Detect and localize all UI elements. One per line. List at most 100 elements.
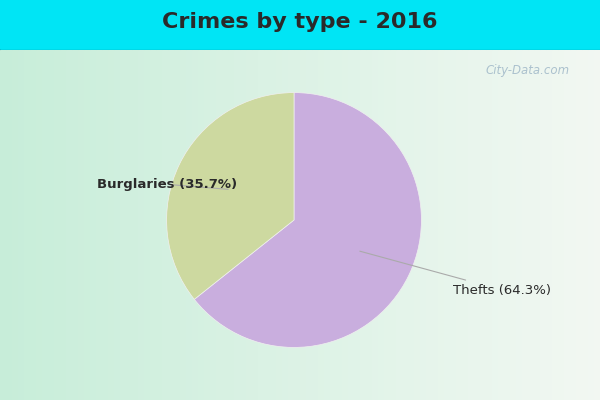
Bar <box>552 50 558 400</box>
Bar <box>540 50 546 400</box>
Bar <box>486 50 492 400</box>
Bar <box>564 50 570 400</box>
Text: City-Data.com: City-Data.com <box>486 64 570 77</box>
Bar <box>228 50 234 400</box>
Bar <box>216 50 222 400</box>
Bar <box>276 50 282 400</box>
Bar <box>594 50 600 400</box>
Bar <box>126 50 132 400</box>
Bar <box>72 50 78 400</box>
Bar <box>432 50 438 400</box>
Bar <box>528 50 534 400</box>
Bar <box>36 50 42 400</box>
Bar <box>522 50 528 400</box>
Bar <box>498 50 504 400</box>
Bar <box>192 50 198 400</box>
Bar <box>534 50 540 400</box>
Bar <box>504 50 510 400</box>
Text: Thefts (64.3%): Thefts (64.3%) <box>360 251 551 296</box>
Bar <box>108 50 114 400</box>
Bar <box>426 50 432 400</box>
Bar <box>558 50 564 400</box>
Bar <box>42 50 48 400</box>
Bar <box>330 50 336 400</box>
Bar <box>492 50 498 400</box>
Bar <box>270 50 276 400</box>
Bar <box>318 50 324 400</box>
Wedge shape <box>167 92 294 299</box>
Bar <box>456 50 462 400</box>
Bar <box>204 50 210 400</box>
Bar <box>390 50 396 400</box>
Bar <box>324 50 330 400</box>
Bar <box>120 50 126 400</box>
Bar <box>174 50 180 400</box>
Bar <box>414 50 420 400</box>
Bar <box>66 50 72 400</box>
Bar <box>354 50 360 400</box>
Bar <box>60 50 66 400</box>
Bar <box>180 50 186 400</box>
Bar <box>0 50 6 400</box>
Bar <box>258 50 264 400</box>
Bar <box>510 50 516 400</box>
Bar <box>582 50 588 400</box>
Bar <box>18 50 24 400</box>
Bar <box>570 50 576 400</box>
Bar <box>450 50 456 400</box>
Bar <box>396 50 402 400</box>
Bar <box>420 50 426 400</box>
Bar <box>132 50 138 400</box>
Bar <box>240 50 246 400</box>
Bar <box>252 50 258 400</box>
Text: Crimes by type - 2016: Crimes by type - 2016 <box>162 12 438 32</box>
Bar <box>288 50 294 400</box>
Bar <box>438 50 444 400</box>
Bar <box>408 50 414 400</box>
Bar <box>444 50 450 400</box>
Bar <box>300 50 306 400</box>
Bar <box>348 50 354 400</box>
Bar <box>12 50 18 400</box>
Bar <box>162 50 168 400</box>
Bar <box>234 50 240 400</box>
Bar <box>102 50 108 400</box>
Bar <box>264 50 270 400</box>
Bar <box>378 50 384 400</box>
Bar <box>360 50 366 400</box>
Bar <box>402 50 408 400</box>
Bar <box>144 50 150 400</box>
Bar <box>342 50 348 400</box>
Bar <box>186 50 192 400</box>
Bar <box>366 50 372 400</box>
Bar <box>222 50 228 400</box>
Bar <box>516 50 522 400</box>
Wedge shape <box>194 92 421 348</box>
Bar <box>282 50 288 400</box>
Bar <box>246 50 252 400</box>
Bar <box>468 50 474 400</box>
Bar <box>114 50 120 400</box>
Bar <box>48 50 54 400</box>
Bar <box>336 50 342 400</box>
Bar <box>24 50 30 400</box>
Bar <box>156 50 162 400</box>
Bar <box>30 50 36 400</box>
Bar <box>372 50 378 400</box>
Bar <box>84 50 90 400</box>
Bar <box>96 50 102 400</box>
Bar <box>462 50 468 400</box>
Bar <box>210 50 216 400</box>
Bar <box>294 50 300 400</box>
Bar <box>546 50 552 400</box>
Bar <box>588 50 594 400</box>
Bar <box>384 50 390 400</box>
Bar <box>474 50 480 400</box>
Bar <box>198 50 204 400</box>
Bar <box>480 50 486 400</box>
Bar <box>78 50 84 400</box>
Bar <box>150 50 156 400</box>
Bar <box>312 50 318 400</box>
Text: Burglaries (35.7%): Burglaries (35.7%) <box>97 178 236 191</box>
Bar <box>54 50 60 400</box>
